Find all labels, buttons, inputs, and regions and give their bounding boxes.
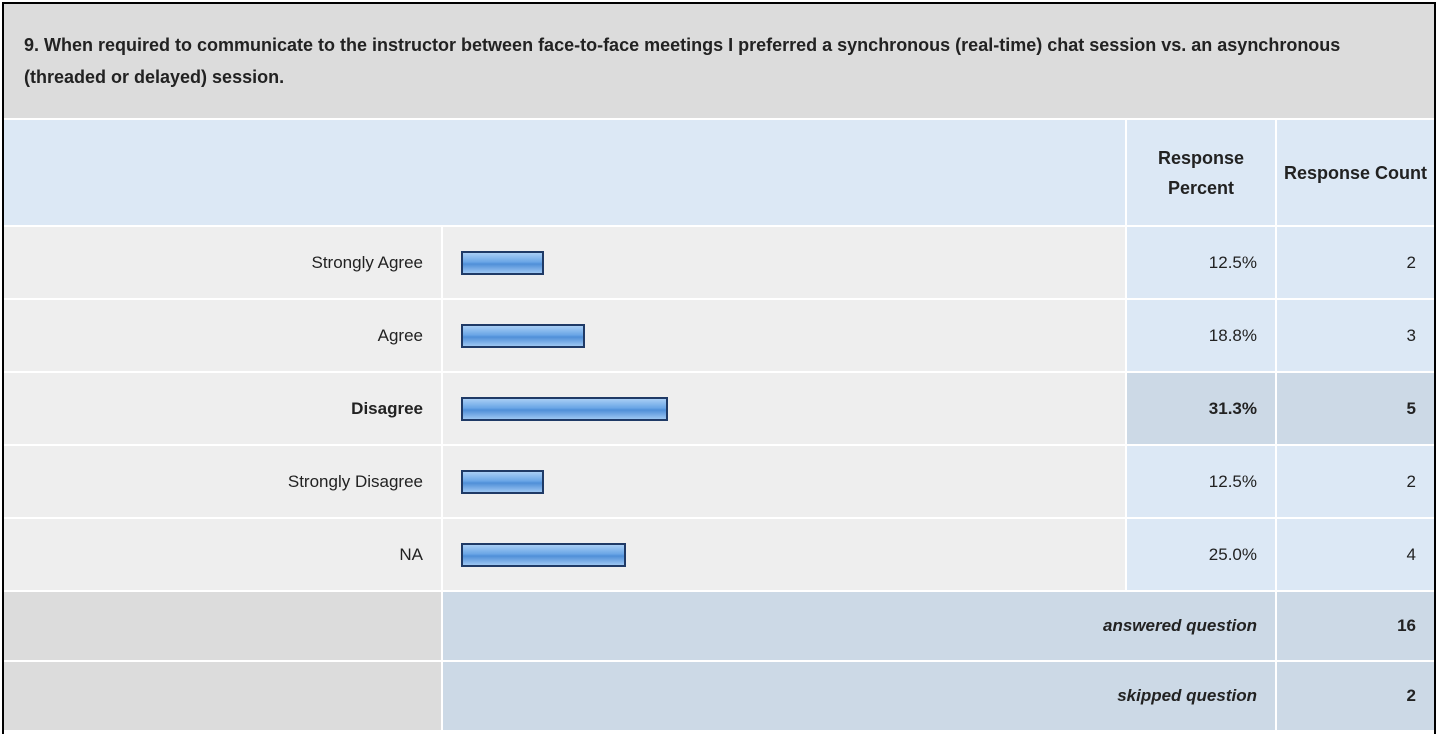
answer-label: Strongly Disagree: [4, 446, 441, 517]
response-percent: 18.8%: [1127, 300, 1275, 371]
response-count: 5: [1277, 373, 1434, 444]
header-percent: Response Percent: [1127, 120, 1275, 225]
percent-bar: [461, 250, 544, 275]
footer-blank: [4, 662, 441, 730]
footer-count: 2: [1277, 662, 1434, 730]
response-percent: 12.5%: [1127, 446, 1275, 517]
response-count: 2: [1277, 446, 1434, 517]
footer-count: 16: [1277, 592, 1434, 660]
response-count: 2: [1277, 227, 1434, 298]
percent-bar: [461, 396, 668, 421]
answer-label: Disagree: [4, 373, 441, 444]
header-blank: [4, 120, 1125, 225]
response-count: 3: [1277, 300, 1434, 371]
percent-bar: [461, 542, 626, 567]
percent-bar: [461, 323, 586, 348]
response-count: 4: [1277, 519, 1434, 590]
answer-label: NA: [4, 519, 441, 590]
percent-bar: [461, 469, 544, 494]
bar-cell: [443, 446, 1125, 517]
footer-blank: [4, 592, 441, 660]
header-count: Response Count: [1277, 120, 1434, 225]
response-percent: 25.0%: [1127, 519, 1275, 590]
footer-label: answered question: [443, 592, 1275, 660]
response-percent: 31.3%: [1127, 373, 1275, 444]
response-percent: 12.5%: [1127, 227, 1275, 298]
question-title: 9. When required to communicate to the i…: [4, 4, 1434, 118]
footer-label: skipped question: [443, 662, 1275, 730]
bar-cell: [443, 227, 1125, 298]
answer-label: Strongly Agree: [4, 227, 441, 298]
answer-label: Agree: [4, 300, 441, 371]
